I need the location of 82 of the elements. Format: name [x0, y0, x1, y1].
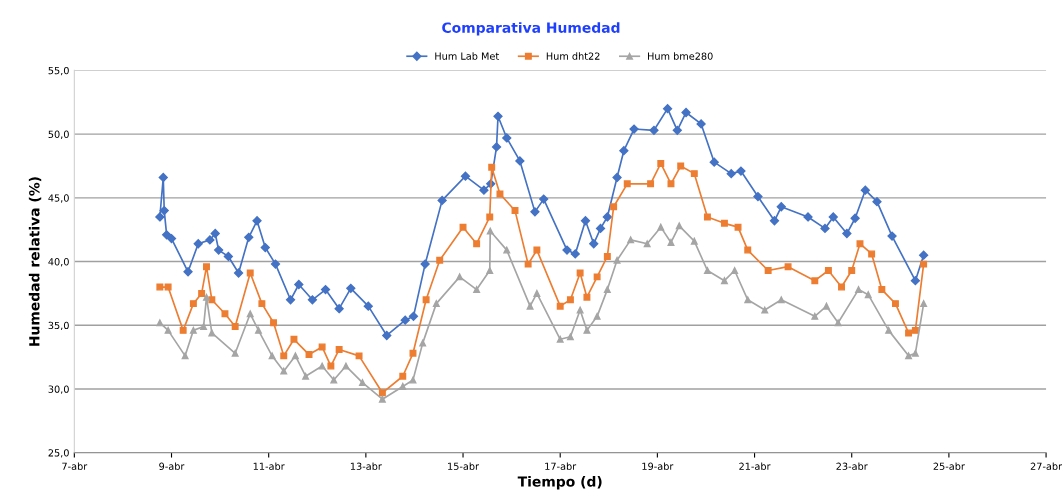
point	[486, 267, 494, 274]
point	[342, 362, 350, 370]
point	[811, 312, 819, 320]
point	[246, 310, 254, 318]
point	[280, 367, 288, 375]
x-tick-label: 23-abr	[836, 462, 868, 470]
y-tick-label: 25,0	[48, 449, 69, 458]
y-tick-label: 45,0	[48, 194, 69, 203]
point	[905, 352, 913, 360]
point	[378, 395, 386, 403]
point	[291, 352, 299, 360]
point	[318, 362, 326, 370]
x-tick-label: 25-abr	[933, 462, 965, 470]
point	[777, 296, 785, 304]
point	[885, 326, 893, 334]
point	[203, 293, 210, 301]
x-axis-title: Tiempo (d)	[517, 476, 602, 490]
point	[613, 256, 621, 264]
point	[255, 326, 262, 334]
point	[744, 296, 752, 304]
point	[864, 291, 872, 299]
point	[181, 352, 189, 360]
point	[566, 333, 574, 341]
point	[657, 223, 665, 231]
point	[200, 323, 208, 331]
point	[703, 267, 711, 274]
chart-title: Comparativa Humedad	[442, 22, 620, 36]
y-axis-title: Humedad relativa (%)	[28, 177, 42, 346]
x-tick-label: 9-abr	[159, 462, 185, 470]
point	[720, 277, 728, 285]
point	[731, 267, 739, 274]
point	[667, 238, 675, 246]
legend-label: Hum dht22	[546, 52, 600, 60]
point	[911, 349, 919, 357]
point	[690, 237, 698, 245]
point	[855, 286, 862, 294]
point	[834, 319, 842, 327]
point	[432, 300, 440, 308]
point	[675, 222, 683, 230]
point	[920, 300, 928, 308]
legend-label: Hum Lab Met	[435, 52, 499, 60]
x-tick-label: 7-abr	[62, 462, 88, 470]
point	[330, 376, 338, 384]
x-tick-label: 19-abr	[642, 462, 674, 470]
point	[556, 335, 564, 343]
point	[189, 326, 197, 334]
point	[268, 352, 276, 360]
point	[456, 273, 464, 281]
legend-label: Hum bme280	[648, 52, 713, 60]
point	[399, 382, 407, 390]
x-tick-label: 11-abr	[253, 462, 285, 470]
point	[164, 326, 172, 334]
point	[419, 339, 427, 347]
x-tick-label: 27-abr	[1030, 462, 1062, 470]
point	[302, 372, 310, 380]
point	[208, 329, 216, 337]
point	[627, 236, 635, 244]
point	[473, 286, 481, 294]
x-tick-label: 15-abr	[448, 462, 480, 470]
point	[409, 376, 417, 384]
y-tick-label: 55,0	[48, 66, 69, 76]
point	[503, 246, 511, 254]
point	[526, 302, 534, 310]
point	[486, 227, 494, 235]
point	[761, 306, 769, 314]
point	[231, 349, 239, 357]
point	[576, 306, 584, 314]
x-tick-label: 17-abr	[545, 462, 577, 470]
point	[358, 379, 366, 387]
point	[533, 289, 541, 297]
point	[643, 240, 651, 248]
point	[156, 319, 164, 327]
x-tick-label: 21-abr	[739, 462, 771, 470]
point	[603, 286, 611, 294]
y-tick-label: 40,0	[48, 258, 69, 267]
y-tick-label: 50,0	[48, 130, 69, 139]
point	[583, 326, 591, 334]
y-tick-label: 35,0	[48, 321, 69, 331]
point	[822, 302, 830, 310]
x-tick-label: 13-abr	[350, 462, 382, 470]
y-tick-label: 30,0	[48, 385, 69, 394]
point	[593, 312, 601, 320]
